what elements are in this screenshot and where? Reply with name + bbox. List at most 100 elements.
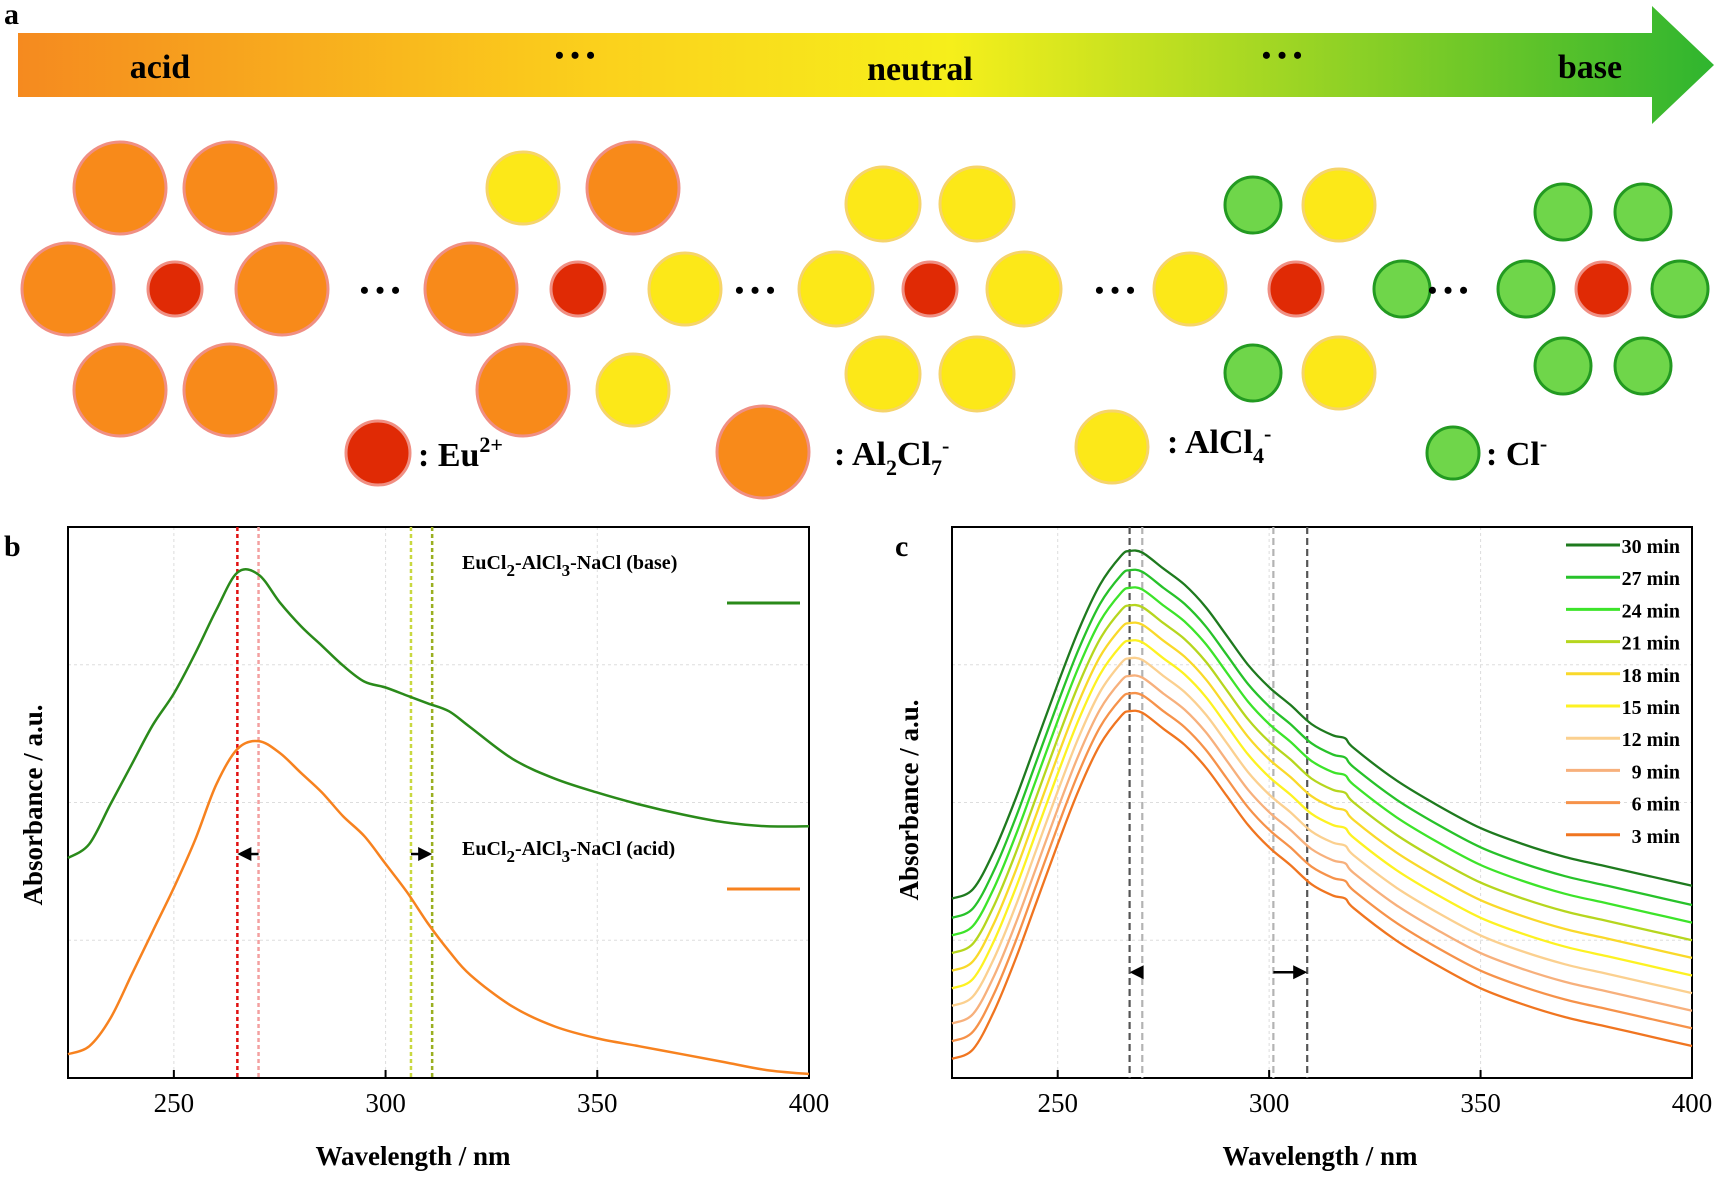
- panel-c-ylabel: Absorbance / a.u.: [894, 699, 924, 900]
- cluster-4-alcl4-ion: [1301, 167, 1377, 243]
- c-xtick-label-2: 350: [1460, 1088, 1501, 1118]
- b-shift-arrow-1-head: [418, 847, 433, 862]
- cluster-2-alcl4-ion: [595, 352, 671, 428]
- legend-alcl4-circle: [1074, 409, 1150, 485]
- c-frame: [951, 526, 1693, 1079]
- cluster-2-eu-ion: [549, 260, 607, 318]
- cluster-4-alcl4-ion: [1301, 335, 1377, 411]
- species-legend: : Eu2+ : Al2Cl7- : AlCl4- : Cl-: [344, 404, 1547, 500]
- gradient-ellipsis-1: • • •: [555, 41, 595, 70]
- panel-b-xlabel: Wavelength / nm: [315, 1141, 511, 1171]
- ph-gradient-arrow: [18, 6, 1714, 124]
- b-xtick-label-0: 250: [154, 1088, 195, 1118]
- legend-al2cl7-label: : Al2Cl7-: [834, 433, 949, 480]
- b-frame: [67, 526, 810, 1079]
- gradient-label-acid: acid: [130, 49, 191, 86]
- panel-b-chart: 250 300 350 400: [67, 526, 829, 1118]
- cluster-connector-3: • • •: [1095, 276, 1135, 305]
- cluster-3-eu-ion: [901, 260, 959, 318]
- c-series-27-min: [951, 568, 1693, 919]
- c-legend-label-15-min: 15 min: [1622, 697, 1680, 719]
- cluster-3-alcl4-ion: [938, 335, 1016, 413]
- cluster-3-alcl4-ion: [797, 250, 875, 328]
- cluster-4-alcl4-ion: [1152, 251, 1228, 327]
- c-series-18-min: [951, 621, 1693, 972]
- cluster-connector-4: • • •: [1428, 276, 1468, 305]
- c-legend-label-9-min: 9 min: [1632, 761, 1680, 783]
- cluster-connector-1: • • •: [360, 276, 400, 305]
- c-shift-arrow-1-head: [1293, 965, 1308, 980]
- cluster-1-al2cl7-ion: [182, 342, 278, 438]
- panel-a-label: a: [4, 0, 19, 31]
- legend-acid-text: EuCl2-AlCl3-NaCl (acid): [462, 838, 675, 866]
- panel-c-chart: 250 300 350 400: [951, 526, 1713, 1118]
- legend-al2cl7-circle: [715, 404, 811, 500]
- cluster-4-cl-ion: [1372, 259, 1432, 319]
- c-legend-label-6-min: 6 min: [1632, 794, 1680, 816]
- c-series-6-min: [951, 691, 1693, 1043]
- cluster-1-al2cl7-ion: [234, 241, 330, 337]
- c-legend-label-21-min: 21 min: [1622, 633, 1680, 655]
- gradient-label-base: base: [1558, 49, 1622, 86]
- cluster-5-cl-ion: [1533, 336, 1593, 396]
- cluster-connector-2: • • •: [735, 276, 775, 305]
- cluster-5-cl-ion: [1650, 259, 1710, 319]
- cluster-1-al2cl7-ion: [20, 241, 116, 337]
- gradient-label-neutral: neutral: [867, 51, 973, 88]
- c-xtick-label-3: 400: [1672, 1088, 1713, 1118]
- legend-eu-circle: [344, 419, 412, 487]
- cluster-1-eu-ion: [146, 260, 204, 318]
- c-series-3-min: [951, 709, 1693, 1060]
- c-series-12-min: [951, 656, 1693, 1007]
- b-series-base: [67, 568, 810, 860]
- c-legend-label-12-min: 12 min: [1622, 729, 1680, 751]
- c-legend-label-24-min: 24 min: [1622, 600, 1680, 622]
- cluster-4-cl-ion: [1223, 175, 1283, 235]
- cluster-1-al2cl7-ion: [72, 342, 168, 438]
- cluster-5-cl-ion: [1496, 259, 1556, 319]
- cluster-4-eu-ion: [1267, 260, 1325, 318]
- c-series-30-min: [951, 549, 1693, 900]
- cluster-1-al2cl7-ion: [182, 140, 278, 236]
- legend-cl-label: : Cl-: [1486, 431, 1547, 473]
- legend-eu-label: : Eu2+: [418, 432, 503, 474]
- cluster-2-alcl4-ion: [485, 150, 561, 226]
- panel-c-legend: 30 min 27 min 24 min 21 min 18 min 15 min 12 m…: [1566, 536, 1680, 848]
- c-legend-label-30-min: 30 min: [1622, 536, 1680, 558]
- b-xtick-label-1: 300: [365, 1088, 406, 1118]
- panel-b-ylabel: Absorbance / a.u.: [18, 704, 48, 905]
- cluster-2-al2cl7-ion: [423, 241, 519, 337]
- cluster-4-cl-ion: [1223, 343, 1283, 403]
- c-legend-label-27-min: 27 min: [1622, 568, 1680, 590]
- coordination-clusters: [20, 140, 1710, 438]
- c-series-21-min: [951, 603, 1693, 955]
- c-shift-arrow-0-head: [1129, 965, 1144, 980]
- b-series-acid: [67, 739, 810, 1076]
- legend-cl-circle: [1425, 425, 1481, 481]
- c-series-9-min: [951, 674, 1693, 1025]
- legend-alcl4-label: : AlCl4-: [1167, 421, 1271, 468]
- c-xtick-label-1: 300: [1249, 1088, 1290, 1118]
- panel-c-label: c: [895, 530, 908, 563]
- gradient-ellipsis-2: • • •: [1262, 41, 1302, 70]
- legend-base-text: EuCl2-AlCl3-NaCl (base): [462, 552, 677, 580]
- cluster-3-alcl4-ion: [938, 165, 1016, 243]
- cluster-5-cl-ion: [1613, 182, 1673, 242]
- c-legend-label-3-min: 3 min: [1632, 826, 1680, 848]
- c-legend-label-18-min: 18 min: [1622, 665, 1680, 687]
- b-xtick-label-2: 350: [577, 1088, 618, 1118]
- cluster-3-alcl4-ion: [844, 335, 922, 413]
- cluster-2-al2cl7-ion: [475, 342, 571, 438]
- cluster-5-eu-ion: [1574, 260, 1632, 318]
- cluster-3-alcl4-ion: [985, 250, 1063, 328]
- cluster-3-alcl4-ion: [844, 165, 922, 243]
- cluster-5-cl-ion: [1613, 336, 1673, 396]
- cluster-2-alcl4-ion: [647, 251, 723, 327]
- c-xtick-label-0: 250: [1037, 1088, 1078, 1118]
- cluster-2-al2cl7-ion: [585, 140, 681, 236]
- c-series-24-min: [951, 586, 1693, 937]
- cluster-1-al2cl7-ion: [72, 140, 168, 236]
- cluster-5-cl-ion: [1533, 182, 1593, 242]
- panel-c-xlabel: Wavelength / nm: [1222, 1141, 1418, 1171]
